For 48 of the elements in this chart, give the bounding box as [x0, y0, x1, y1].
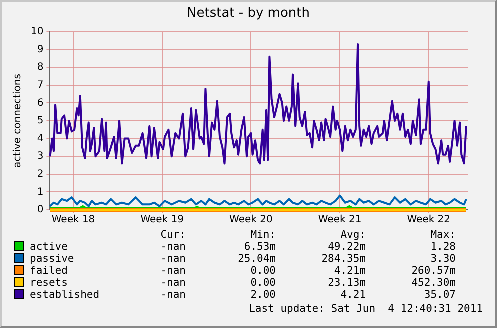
text: 49.22m [327, 240, 366, 253]
x-tick-label: Week 19 [140, 214, 184, 226]
text: Max: [430, 229, 456, 241]
text: -nan [160, 276, 186, 289]
text: Last update: Sat Jun 4 12:40:31 2011 [249, 303, 483, 315]
legend-label: passive [29, 253, 76, 265]
y-tick-label: 2 [37, 168, 44, 180]
y-tick-label: 7 [37, 80, 44, 91]
y-tick-label: 4 [37, 133, 44, 144]
y-tick-label: 3 [37, 151, 44, 162]
text: -nan [160, 240, 186, 253]
text: 6.53m [243, 240, 276, 253]
text: 0.00 [250, 276, 276, 289]
text: 260.57m [410, 264, 456, 277]
x-tick-label: Week 22 [407, 214, 451, 226]
y-tick-label: 10 [30, 26, 44, 38]
text: Cur: [160, 229, 186, 241]
text: 284.35m [320, 252, 366, 265]
chart-title: Netstat - by month [186, 6, 311, 21]
y-tick-label: 8 [37, 62, 44, 74]
text: 23.13m [327, 276, 366, 289]
text: 35.07 [423, 288, 456, 301]
text: 4.21m [333, 264, 366, 277]
text: 3.30 [430, 252, 456, 265]
legend-label: established [29, 289, 101, 301]
text: 452.30m [410, 276, 456, 289]
x-tick-label: Week 21 [318, 214, 362, 226]
legend-label: failed [29, 265, 69, 277]
y-tick-label: 1 [37, 186, 44, 198]
y-tick-label: 5 [37, 116, 44, 127]
text: 25.04m [237, 252, 276, 265]
text: Avg: [340, 229, 366, 241]
y-tick-label: 6 [37, 98, 44, 109]
text: -nan [160, 252, 186, 265]
text: 1.28 [430, 240, 456, 253]
y-tick-label: 0 [37, 204, 44, 216]
y-tick-label: 9 [37, 44, 44, 56]
text: -nan [160, 264, 186, 277]
legend-label: resets [29, 277, 69, 289]
text: -nan [160, 288, 186, 301]
text: Min: [250, 229, 276, 241]
y-axis-title: active connections [12, 74, 24, 168]
text: 2.00 [250, 288, 276, 301]
x-tick-label: Week 18 [52, 214, 96, 226]
text: 4.21 [340, 288, 366, 301]
x-tick-label: Week 20 [230, 214, 273, 226]
text: 0.00 [250, 264, 276, 277]
legend-label: active [29, 241, 69, 253]
